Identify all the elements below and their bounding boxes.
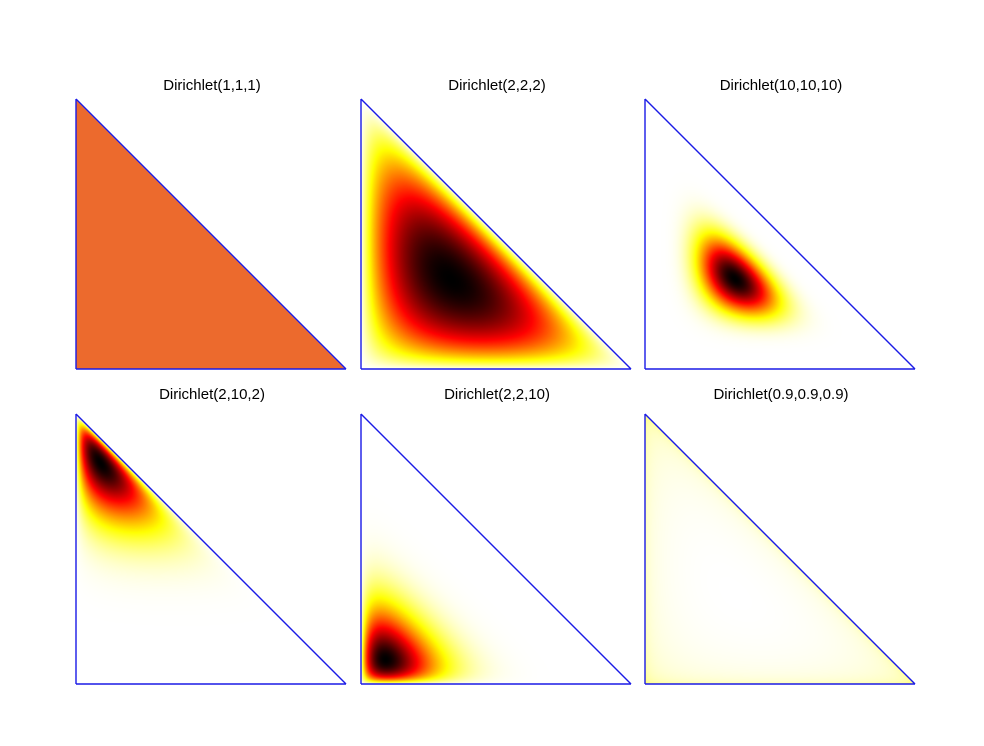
simplex-hypotenuse-edge — [75, 413, 347, 685]
panel-title-dirichlet-2-10-2: Dirichlet(2,10,2) — [159, 386, 265, 403]
panel-title-dirichlet-0-9-0-9-0-9: Dirichlet(0.9,0.9,0.9) — [713, 386, 849, 403]
simplex-hypotenuse-edge — [644, 413, 916, 685]
simplex-hypotenuse-edge — [360, 98, 632, 370]
panel-title-dirichlet-10-10-10: Dirichlet(10,10,10) — [719, 77, 843, 94]
panel-title-dirichlet-1-1-1: Dirichlet(1,1,1) — [163, 77, 261, 94]
simplex-outline-dirichlet-2-2-2 — [360, 98, 632, 370]
simplex-hypotenuse-edge — [360, 413, 632, 685]
simplex-outline-dirichlet-0-9-0-9-0-9 — [644, 413, 916, 685]
panel-title-dirichlet-2-2-10: Dirichlet(2,2,10) — [444, 386, 550, 403]
panel-title-dirichlet-2-2-2: Dirichlet(2,2,2) — [448, 77, 546, 94]
simplex-outline-dirichlet-2-2-10 — [360, 413, 632, 685]
simplex-outline-dirichlet-10-10-10 — [644, 98, 916, 370]
simplex-outline-dirichlet-1-1-1 — [75, 98, 347, 370]
simplex-outline-dirichlet-2-10-2 — [75, 413, 347, 685]
simplex-hypotenuse-edge — [75, 98, 347, 370]
simplex-hypotenuse-edge — [644, 98, 916, 370]
